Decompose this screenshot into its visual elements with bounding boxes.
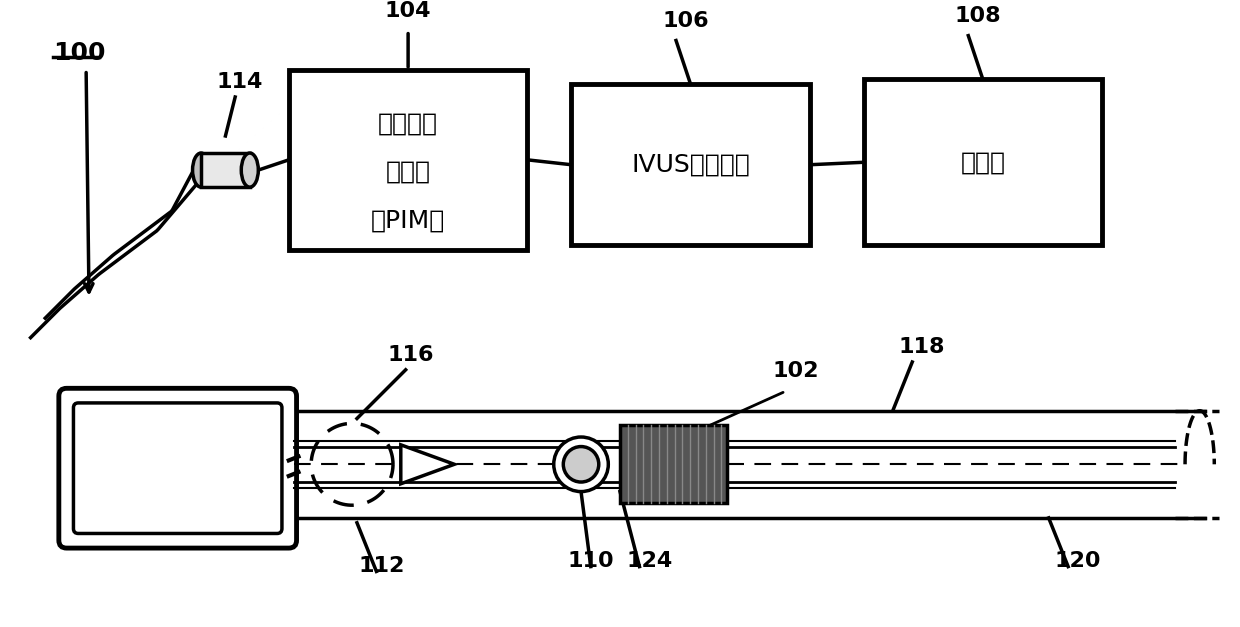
Text: 104: 104 (384, 1, 432, 21)
Text: 108: 108 (955, 6, 1002, 26)
Bar (863, 80, 1102, 245)
Polygon shape (401, 445, 454, 484)
Text: 患者界面: 患者界面 (378, 112, 438, 135)
Text: 106: 106 (662, 11, 709, 31)
Text: 118: 118 (899, 337, 945, 357)
Circle shape (563, 446, 599, 482)
Bar (572, 85, 810, 245)
Text: 110: 110 (568, 552, 614, 571)
Text: 监视器: 监视器 (386, 160, 430, 184)
FancyBboxPatch shape (73, 403, 281, 534)
Bar (289, 70, 527, 250)
Ellipse shape (192, 153, 210, 187)
Text: 100: 100 (53, 41, 105, 65)
Bar (201, 153, 249, 187)
Ellipse shape (242, 153, 258, 187)
Text: IVUS处理系统: IVUS处理系统 (631, 153, 750, 177)
Text: （PIM）: （PIM） (371, 209, 445, 233)
Text: 116: 116 (387, 345, 434, 365)
Text: 112: 112 (358, 556, 404, 576)
Text: 124: 124 (626, 552, 672, 571)
Circle shape (554, 437, 609, 492)
Text: 120: 120 (1055, 552, 1101, 571)
Text: 102: 102 (773, 362, 818, 381)
Bar (620, 425, 727, 503)
Text: 监视器: 监视器 (961, 150, 1006, 174)
Text: 114: 114 (217, 72, 263, 92)
FancyBboxPatch shape (58, 388, 296, 548)
